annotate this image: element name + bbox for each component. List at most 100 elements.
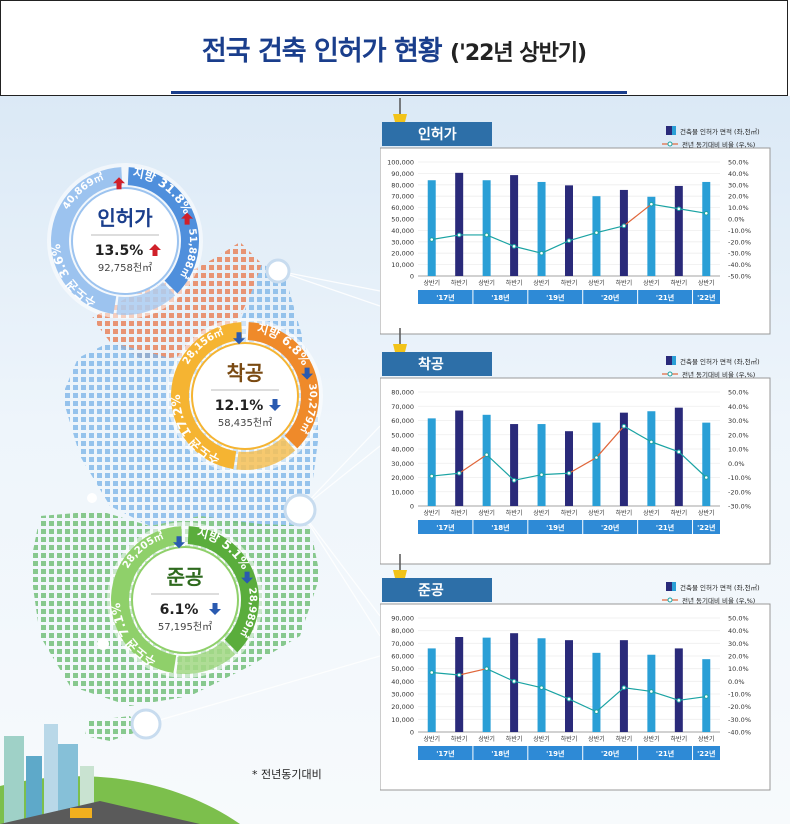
year-label: '19년 (546, 749, 564, 758)
year-label: '20년 (601, 749, 619, 758)
x-tick-label: 하반기 (616, 279, 633, 287)
capital-up-arrow-icon (113, 177, 126, 190)
y-tick-left: 70,000 (391, 193, 414, 201)
ratio-point (484, 232, 489, 238)
x-tick-label: 하반기 (671, 509, 688, 517)
map-hub-marker (130, 708, 162, 740)
ratio-point (484, 452, 489, 458)
x-tick-label: 상반기 (533, 279, 550, 287)
x-tick-label: 상반기 (533, 509, 550, 517)
ratio-point (539, 685, 544, 690)
y-tick-right: -40.0% (728, 729, 751, 737)
ratio-line-segment (486, 668, 515, 682)
donut-segment-local (247, 322, 320, 449)
year-label: '22년 (697, 749, 715, 758)
ratio-point (703, 211, 709, 216)
ratio-point (649, 439, 654, 445)
chart-tab (382, 122, 492, 146)
y-tick-left: 30,000 (391, 460, 414, 468)
ratio-point (539, 472, 544, 477)
year-label: '21년 (656, 523, 674, 532)
rate-down-arrow-icon (269, 399, 281, 411)
donut-start: 수도권 17.2%28,156㎡ 지방 6.8%30,279㎡착공12.1%58,… (167, 318, 323, 474)
ratio-point (703, 694, 709, 699)
bar (619, 412, 628, 506)
x-tick-label: 상반기 (588, 279, 605, 287)
donut-segment-capital (51, 167, 123, 315)
ratio-point (649, 689, 654, 694)
ratio-line-segment (486, 454, 515, 481)
y-tick-left: 20,000 (391, 703, 414, 711)
bar (455, 410, 464, 506)
bar (510, 175, 519, 276)
ratio-point (511, 679, 517, 684)
donut-permit: 수도권 3.6%40,869㎡ 지방 31.8%51,888㎡인허가13.5%92… (47, 163, 203, 319)
ratio-point (456, 232, 462, 238)
y-tick-left: 80,000 (391, 389, 414, 397)
y-tick-right: 0.0% (728, 678, 745, 686)
local-up-arrow-icon (181, 212, 194, 225)
legend-line-label: 전년 동기대비 비율 (우,%) (682, 140, 755, 149)
x-tick-label: 하반기 (561, 735, 578, 743)
ratio-point (566, 470, 572, 476)
bar (619, 189, 628, 276)
donut-center (71, 187, 179, 295)
bar (537, 638, 546, 732)
donut-rate: 13.5% (95, 243, 144, 259)
chart-title: 준공 (418, 583, 444, 599)
bar (565, 431, 573, 506)
y-tick-right: 20.0% (728, 653, 749, 661)
y-tick-right: 20.0% (728, 193, 749, 201)
donut-title: 착공 (227, 361, 264, 385)
rate-down-arrow-icon (209, 603, 221, 615)
y-tick-right: -50.0% (728, 273, 751, 281)
legend-bar-label: 건축물 인허가 면적 (좌,천㎡) (680, 357, 760, 366)
footnote: * 전년동기대비 (252, 768, 322, 781)
year-band (418, 520, 720, 534)
ratio-line-segment (651, 690, 680, 701)
ratio-point (621, 685, 627, 690)
ratio-line-segment (596, 687, 625, 713)
ratio-point (621, 223, 627, 229)
y-tick-left: 50,000 (391, 216, 414, 224)
bar (537, 424, 546, 506)
y-tick-left: 80,000 (391, 627, 414, 635)
chart-title: 인허가 (418, 126, 457, 143)
ratio-line-segment (513, 680, 542, 689)
donut-center (131, 546, 239, 654)
y-tick-right: 40.0% (728, 403, 749, 411)
x-tick-label: 하반기 (451, 735, 468, 743)
year-label: '17년 (436, 523, 454, 532)
ratio-line-segment (596, 225, 625, 234)
year-label: '18년 (491, 523, 509, 532)
x-tick-label: 상반기 (533, 735, 550, 743)
year-label: '22년 (697, 523, 715, 532)
local-down-arrow-icon (241, 571, 254, 584)
donut-segment-capital (110, 526, 183, 674)
y-tick-left: 80,000 (391, 181, 414, 189)
donut-complete: 수도권 7.1%28,205㎡ 지방 5.1%28,989㎡준공6.1%57,19… (107, 522, 263, 678)
bar (455, 172, 464, 276)
ratio-point (594, 709, 599, 715)
y-tick-left: 10,000 (391, 716, 414, 724)
y-tick-left: 0 (410, 503, 414, 511)
bar (455, 637, 464, 732)
x-tick-label: 하반기 (506, 279, 523, 287)
y-tick-right: 10.0% (728, 204, 749, 212)
y-tick-left: 100,000 (387, 159, 414, 167)
year-label: '22년 (697, 293, 715, 302)
y-tick-left: 70,000 (391, 640, 414, 648)
bar (592, 652, 601, 732)
ratio-point (539, 250, 544, 256)
donut-segment-capital (171, 322, 243, 470)
y-tick-left: 30,000 (391, 691, 414, 699)
ratio-line-segment (568, 232, 597, 242)
infographic-body: 수도권 3.6% 40,869㎡ 지방 31.8% 51,888㎡ 인허가 13.5% 92… (0, 96, 790, 824)
y-tick-right: -30.0% (728, 250, 751, 258)
x-tick-label: 상반기 (698, 509, 715, 517)
x-tick-label: 상반기 (698, 735, 715, 743)
bar (537, 181, 546, 276)
y-tick-right: 20.0% (728, 431, 749, 439)
ratio-point (566, 696, 572, 702)
ratio-line-segment (623, 687, 652, 693)
